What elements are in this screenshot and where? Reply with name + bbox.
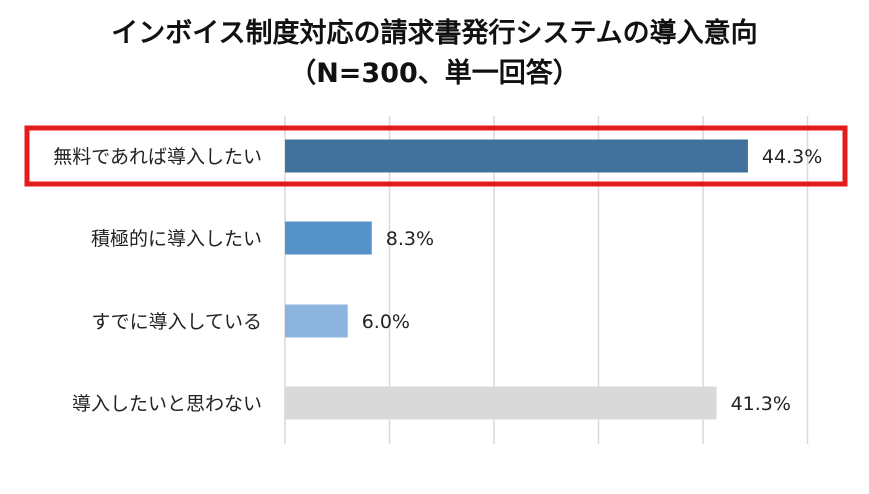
labels: 無料であれば導入したい 44.3% 積極的に導入したい 8.3% すでに導入している 6.… [53,146,822,415]
highlight [24,125,848,187]
chart-title-block: インボイス制度対応の請求書発行システムの導入意向 （N=300、単一回答） [0,14,869,94]
bar-2 [285,221,372,255]
category-label-2: 積極的に導入したい [91,228,262,250]
category-label-4: 導入したいと思わない [72,393,262,415]
value-label-1: 44.3% [762,146,822,168]
chart-subtitle: （N=300、単一回答） [289,58,580,89]
value-label-2: 8.3% [386,228,434,250]
highlight-box [24,125,848,187]
value-label-4: 41.3% [731,393,791,415]
bar-1 [285,139,748,173]
category-label-3: すでに導入している [91,311,262,333]
category-label-1: 無料であれば導入したい [53,146,262,168]
bar-3 [285,304,348,338]
chart-title: インボイス制度対応の請求書発行システムの導入意向 [111,18,758,49]
value-label-3: 6.0% [362,311,410,333]
bar-4 [285,386,717,420]
bars [285,139,748,420]
